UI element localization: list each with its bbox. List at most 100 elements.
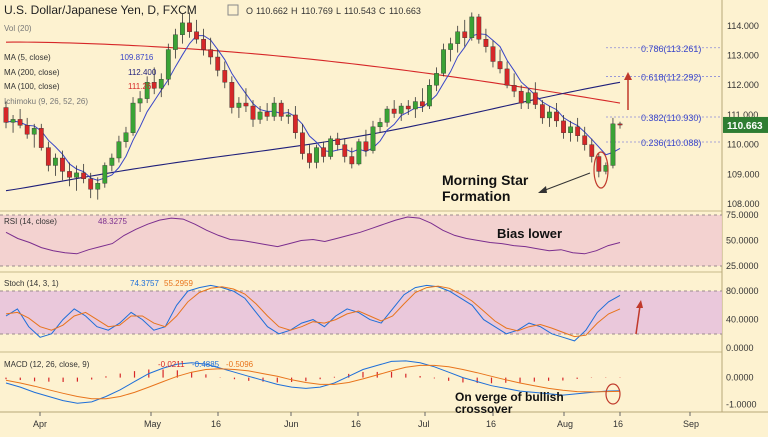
candle-body (575, 126, 581, 136)
candle-body (151, 82, 157, 89)
candle-body (412, 101, 418, 110)
candle-body (300, 132, 305, 154)
price-layer (3, 12, 623, 200)
fibonacci-layer: 0.786(113.261) 0.618(112.292) 0.382(110.93… (606, 44, 722, 148)
macd-annotation: On verge of bullish crossover (455, 383, 621, 416)
macd-note-line-2: crossover (455, 402, 513, 416)
candle-body (539, 104, 545, 119)
stoch-k-value: 74.3757 (130, 279, 159, 288)
stoch-axis-tick: 40.0000 (726, 315, 759, 325)
rsi-line (5, 216, 621, 255)
eye-icon[interactable] (227, 4, 239, 16)
candle-body (88, 178, 94, 190)
candle-body (123, 132, 129, 142)
candle-body (398, 105, 404, 114)
candle-body (391, 108, 397, 114)
candle-body (24, 125, 30, 135)
candle-body (243, 102, 249, 107)
price-axis-tick: 114.000 (727, 21, 759, 31)
rsi-legend-label[interactable]: RSI (14, close) (4, 217, 57, 226)
candle-body (328, 138, 334, 157)
candle-body (60, 157, 65, 172)
candle-body (589, 144, 595, 157)
candle-body (420, 101, 425, 107)
candle-body (349, 156, 355, 165)
current-price-label: 110.663 (727, 121, 763, 132)
price-axis-tick: 113.000 (727, 51, 759, 61)
ohlc-o-letter: O (246, 6, 253, 16)
ma5-line (5, 33, 621, 181)
time-axis-label: Jun (284, 419, 299, 429)
fib-level-label: 0.382(110.930) (641, 113, 701, 123)
candle-body (53, 157, 58, 166)
macd-signal-line (5, 364, 621, 400)
ma100-legend-label[interactable]: MA (100, close) (4, 82, 60, 91)
price-axis-tick: 110.000 (727, 140, 759, 150)
vol-legend[interactable]: Vol (20) (4, 24, 32, 33)
candle-body (356, 141, 362, 165)
candle-body (532, 92, 538, 105)
candle-body (370, 126, 376, 151)
candle-body (384, 108, 390, 123)
ma200-legend-label[interactable]: MA (200, close) (4, 68, 60, 77)
candle-body (38, 128, 44, 148)
morning-star-annotation: Morning Star Formation (442, 151, 609, 204)
candle-body (321, 147, 326, 157)
stoch-up-arrowhead (636, 300, 643, 308)
candle-body (441, 49, 446, 74)
rsi-band (0, 215, 722, 266)
candle-body (95, 183, 101, 190)
time-axis-label: May (144, 419, 162, 429)
stoch-up-arrow (635, 305, 641, 335)
macd-hist-value: -0.0211 (158, 360, 185, 369)
price-axis-tick: 111.000 (727, 110, 758, 120)
candle-body (504, 68, 510, 86)
macd-line-value: -0.4885 (192, 360, 220, 369)
candle-body (490, 46, 496, 62)
macd-axis-tick: 0.0000 (726, 373, 754, 383)
ma100-line (5, 41, 621, 104)
candle-body (236, 102, 242, 108)
ma-legend: Vol (20) MA (5, close) 109.8716 MA (200,… (4, 24, 157, 106)
stoch-axis-tick: 0.0000 (726, 343, 754, 353)
ohlc-c-letter: C (379, 6, 386, 16)
stoch-legend-label[interactable]: Stoch (14, 3, 1) (4, 279, 59, 288)
candle-body (222, 70, 228, 83)
candle-body (561, 120, 566, 133)
candle-body (201, 38, 206, 50)
candle-body (448, 43, 454, 50)
candle-body (137, 98, 143, 104)
chart-header: U.S. Dollar/Japanese Yen, D, FXCM O 110.… (4, 3, 421, 17)
ma100-legend-value: 111.267 (128, 82, 156, 91)
candle-body (215, 56, 221, 71)
candle-body (342, 144, 348, 157)
ichimoku-legend[interactable]: Ichimoku (9, 26, 52, 26) (4, 97, 88, 106)
ma5-legend-label[interactable]: MA (5, close) (4, 53, 51, 62)
stoch-d-line (5, 285, 621, 338)
fib-level-label: 0.786(113.261) (641, 44, 701, 54)
rsi-legend-value: 48.3275 (98, 217, 127, 226)
stoch-axis-tick: 80.0000 (726, 286, 759, 296)
candle-body (67, 171, 72, 178)
time-axis-label: Jul (418, 419, 430, 429)
ohlc-h-letter: H (291, 6, 298, 16)
rsi-axis-tick: 75.0000 (726, 210, 759, 220)
stoch-layer (5, 284, 621, 342)
stoch-k-line (5, 284, 621, 342)
candle-body (229, 82, 235, 108)
macd-layer (5, 360, 621, 404)
bias-label: Bias lower (497, 226, 562, 241)
macd-legend-label[interactable]: MACD (12, 26, close, 9) (4, 360, 90, 369)
time-axis-label: 16 (211, 419, 221, 429)
candle-body (518, 90, 524, 104)
morning-star-arrowhead (538, 186, 547, 193)
candle-body (434, 73, 439, 86)
candle-body (377, 122, 383, 128)
price-axis-tick: 109.000 (727, 169, 760, 179)
candle-body (45, 147, 51, 166)
candle-body (568, 126, 573, 133)
candle-body (31, 128, 37, 135)
morning-star-line-2: Formation (442, 188, 510, 204)
morning-star-label: Morning Star Formation (442, 172, 532, 204)
